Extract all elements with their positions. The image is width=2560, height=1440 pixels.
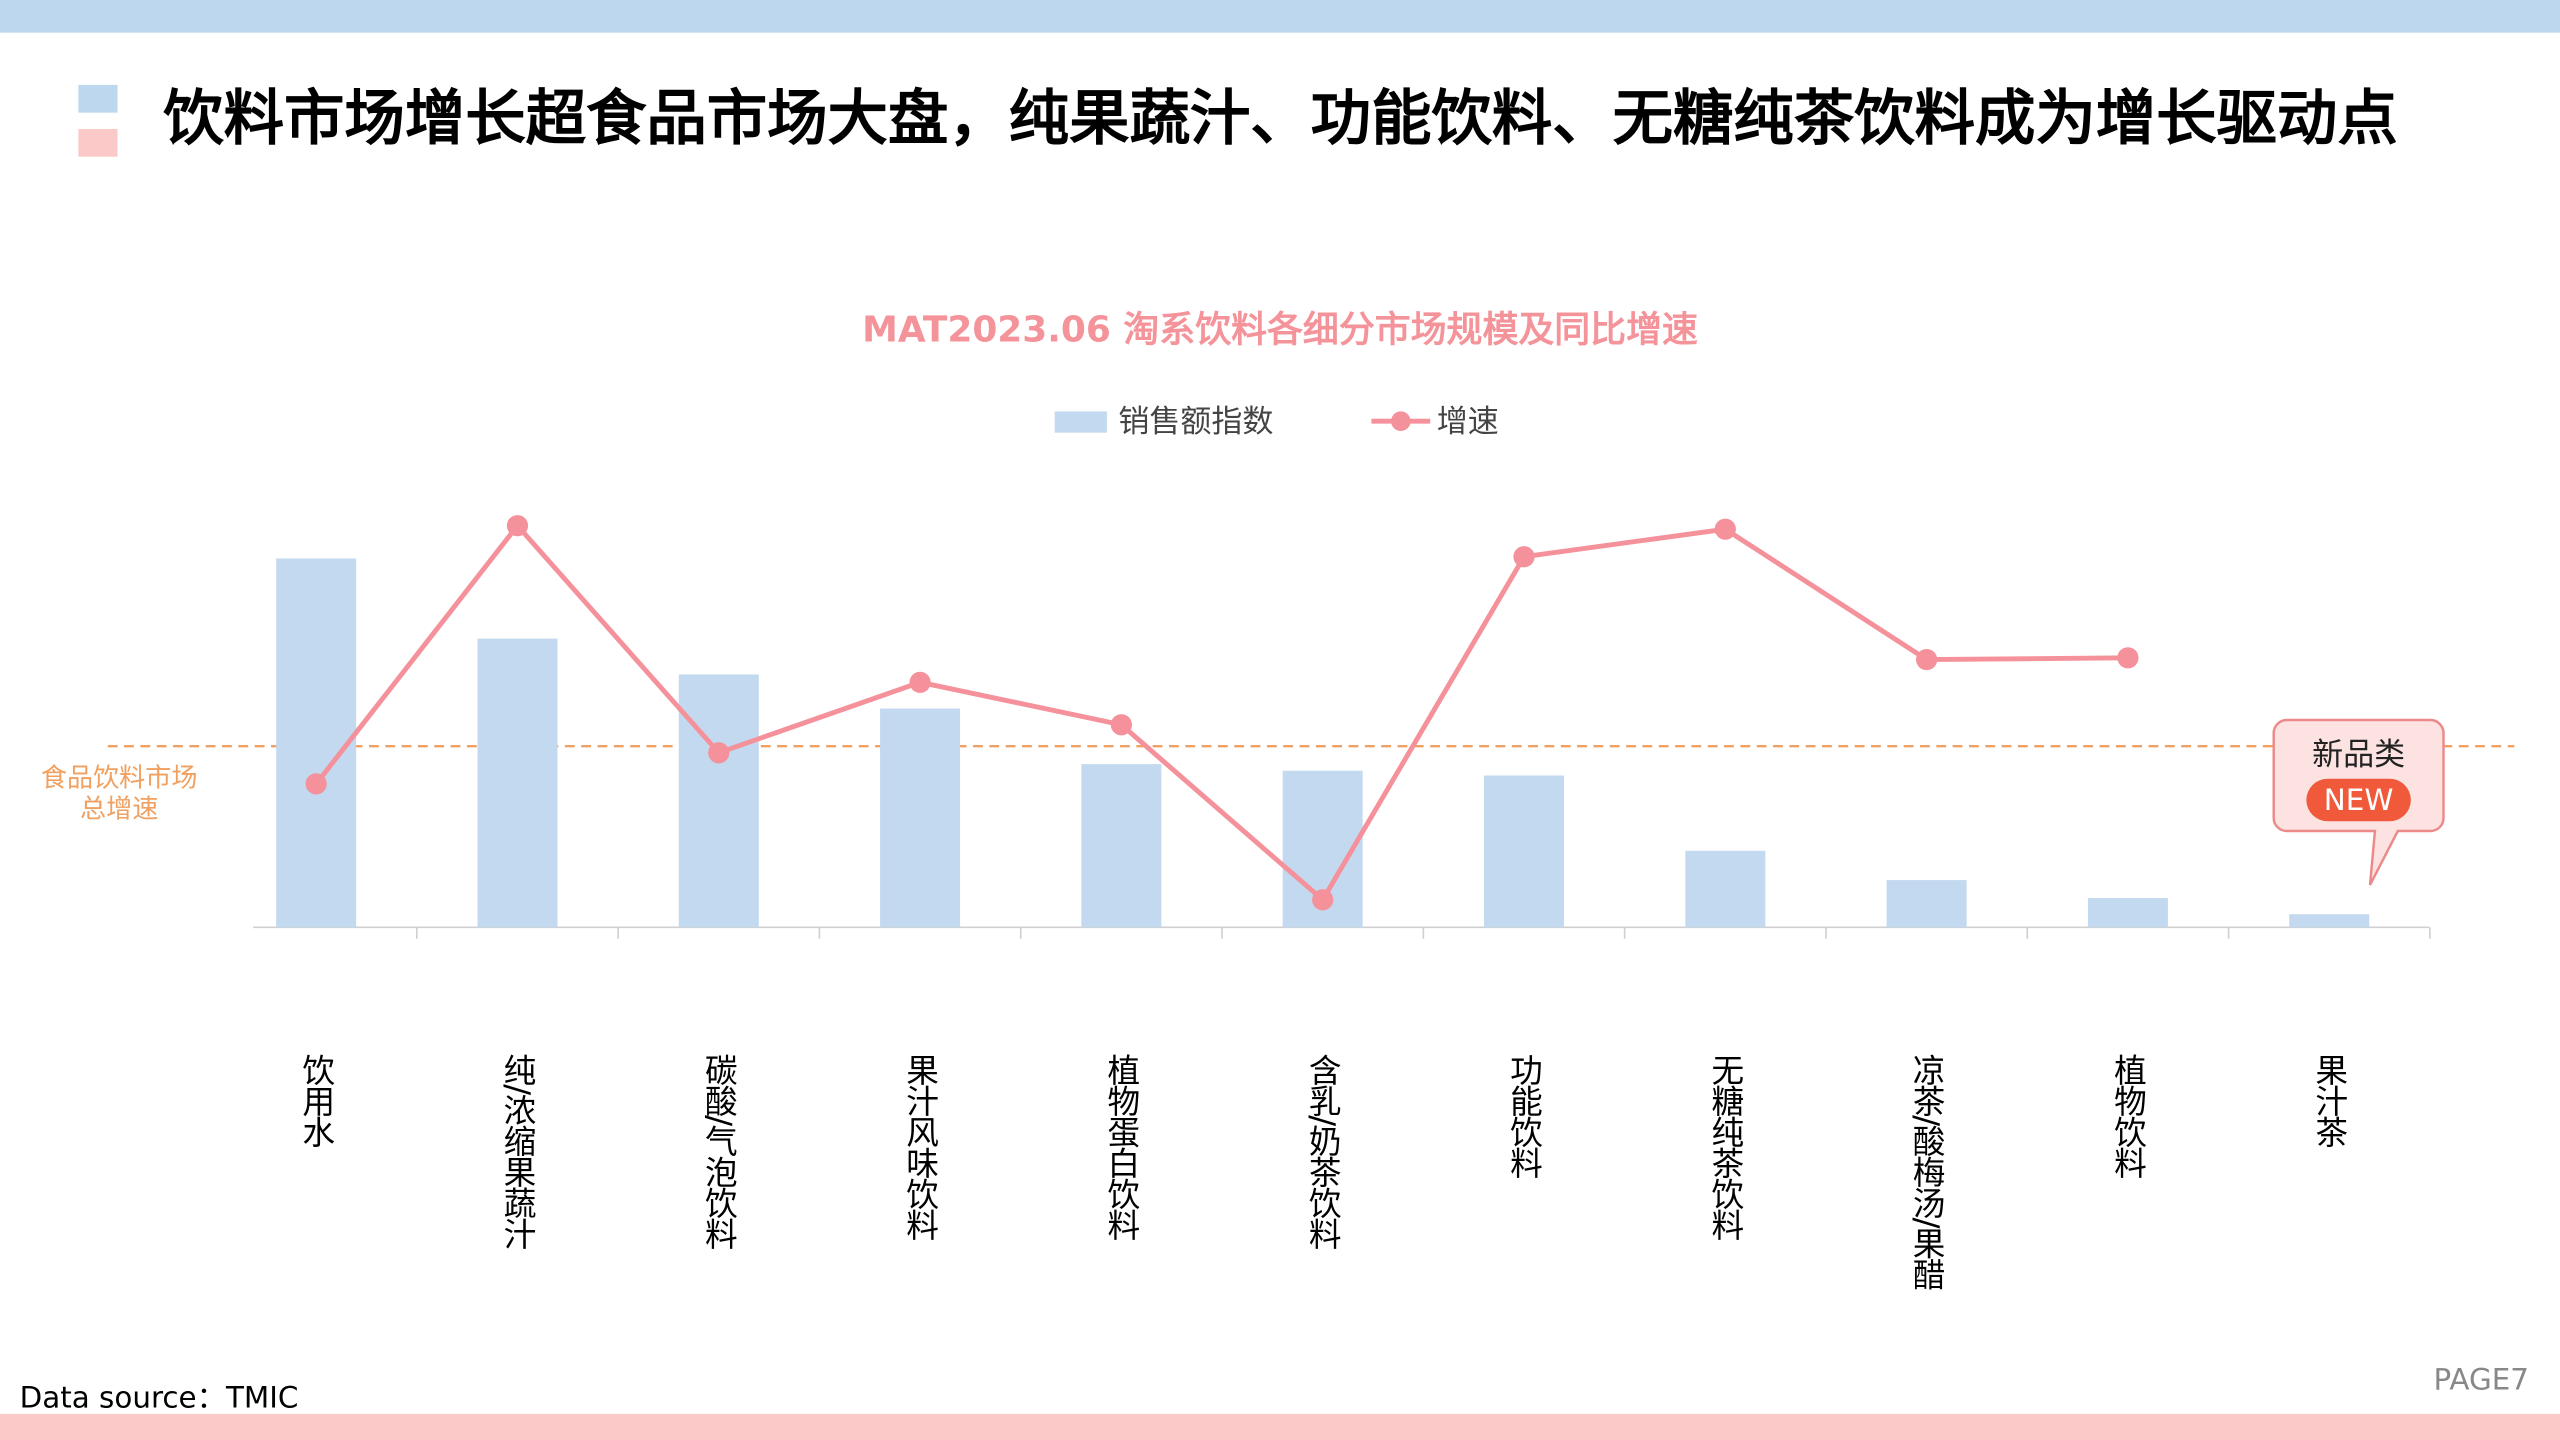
- legend-swatch: [1054, 411, 1107, 433]
- x-tick-label: 纯/浓缩果蔬汁: [498, 1053, 536, 1250]
- line-point: [909, 671, 931, 693]
- line-point: [1916, 648, 1938, 671]
- callout-badge: [2306, 778, 2411, 822]
- line-point: [1714, 518, 1736, 540]
- callout-text: 新品类: [2312, 737, 2405, 773]
- x-tick-label: 碳酸/气泡饮料: [700, 1053, 738, 1250]
- legend-swatch: [1391, 411, 1411, 432]
- chart-title: MAT2023.06 淘系饮料各细分市场规模及同比增速: [862, 309, 1698, 350]
- page-title: 饮料市场增长超食品市场大盘，纯果蔬汁、功能饮料、无糖纯茶饮料成为增长驱动点: [163, 84, 2397, 154]
- x-tick-label: 饮用水: [297, 1053, 335, 1147]
- x-tick-label: 凉茶/酸梅汤/果醋: [1908, 1053, 1946, 1291]
- bar: [880, 708, 961, 928]
- x-tick-label: 果汁茶: [2310, 1053, 2348, 1148]
- top-band: [0, 0, 2560, 33]
- line-point: [506, 515, 529, 537]
- bar: [1081, 764, 1162, 928]
- bar: [276, 558, 357, 928]
- reference-label: 总增速: [80, 794, 158, 824]
- x-tick-label: 植物饮料: [2109, 1053, 2147, 1179]
- bar: [2289, 914, 2370, 928]
- legend-label: 增速: [1437, 404, 1499, 440]
- x-tick-label: 功能饮料: [1505, 1053, 1543, 1179]
- x-tick-label: 果汁风味饮料: [901, 1053, 939, 1241]
- callout-badge-text: NEW: [2324, 783, 2394, 817]
- line-point: [1513, 546, 1535, 568]
- bar: [477, 638, 558, 928]
- line-point: [305, 773, 327, 795]
- line: [314, 521, 2128, 904]
- x-tick-label: 无糖纯茶饮料: [1706, 1053, 1744, 1241]
- legend-label: 销售额指数: [1118, 404, 1273, 440]
- bar: [1886, 880, 1967, 928]
- bottom-band: [0, 1413, 2560, 1440]
- bar: [1484, 775, 1564, 928]
- title-icon: [78, 128, 118, 157]
- line-point: [1312, 889, 1334, 911]
- line-point: [708, 742, 730, 764]
- bar: [2087, 898, 2168, 928]
- bar: [1685, 850, 1766, 928]
- page-number: PAGE7: [2434, 1363, 2529, 1397]
- line-point: [2117, 647, 2139, 669]
- line-point: [1110, 714, 1132, 736]
- bar: [678, 674, 759, 928]
- x-tick-label: 含乳/奶茶饮料: [1304, 1053, 1342, 1250]
- title-icon: [78, 84, 118, 113]
- source: Data source：TMIC: [20, 1381, 299, 1415]
- x-tick-label: 植物蛋白饮料: [1102, 1053, 1140, 1241]
- reference-label: 食品饮料市场: [41, 763, 198, 793]
